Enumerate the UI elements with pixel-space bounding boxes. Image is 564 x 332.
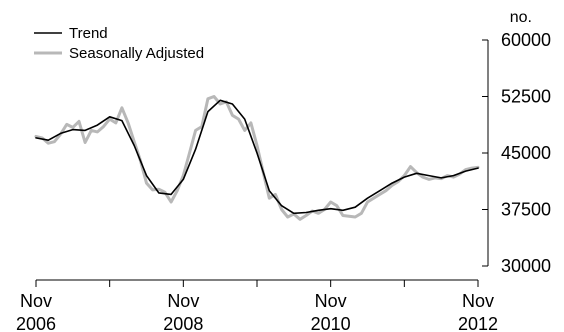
x-tick-label-year: 2012 [458,314,498,332]
legend-label-seasonally-adjusted: Seasonally Adjusted [69,45,204,62]
x-tick-label-year: 2010 [311,314,351,332]
y-tick-label: 52500 [501,87,551,107]
x-tick-label-year: 2008 [163,314,203,332]
x-tick-label-year: 2006 [16,314,56,332]
y-axis-unit-label: no. [510,9,532,26]
legend: Trend Seasonally Adjusted [34,25,204,62]
y-tick-label: 60000 [501,30,551,50]
x-tick-label-month: Nov [20,291,52,311]
x-tick-label-month: Nov [315,291,347,311]
x-tick-label-month: Nov [167,291,199,311]
series-line-seasonally-adjusted [34,95,480,221]
legend-label-trend: Trend [69,25,108,42]
y-tick-label: 37500 [501,200,551,220]
y-tick-label: 45000 [501,143,551,163]
y-tick-label: 30000 [501,256,551,276]
axes: Nov 2006 Nov 2008 Nov 2010 Nov 2012 30000 37500 45… [16,30,551,332]
x-tick-label-month: Nov [462,291,494,311]
plot-area [34,95,480,221]
series-line-trend [35,99,479,215]
